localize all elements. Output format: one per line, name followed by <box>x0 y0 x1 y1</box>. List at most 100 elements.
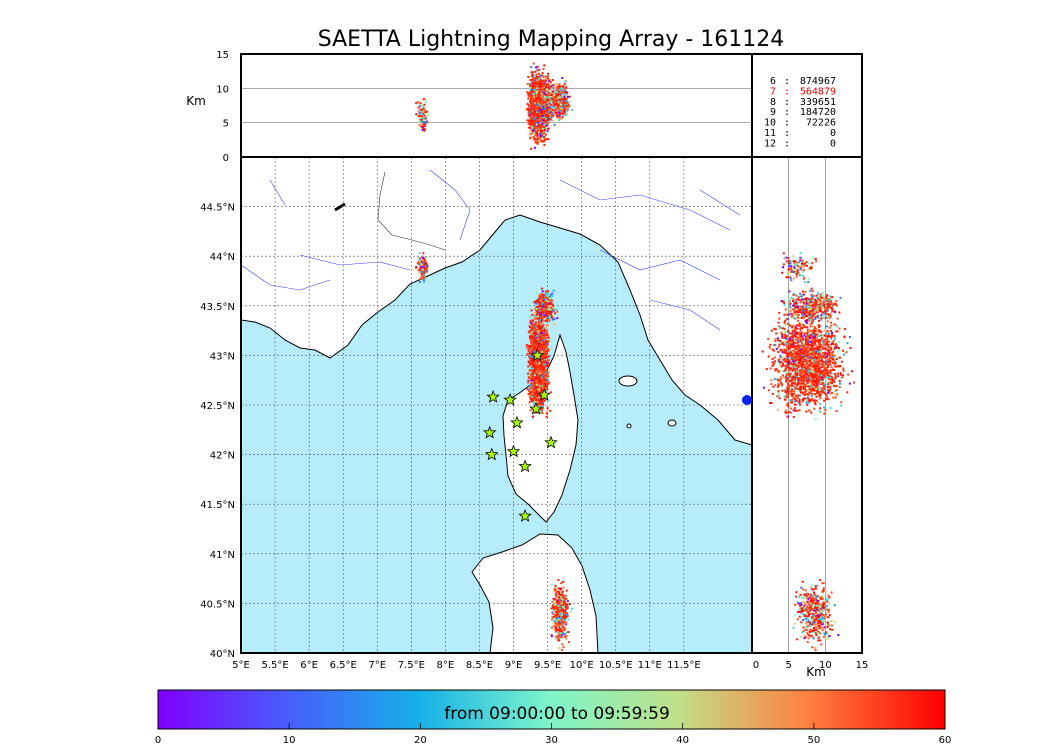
source-point <box>562 622 565 625</box>
source-point-altitude-top <box>534 87 537 90</box>
source-point <box>540 341 543 344</box>
source-point <box>543 363 546 366</box>
source-point-altitude-top <box>421 128 424 131</box>
source-point <box>538 388 541 391</box>
source-point <box>558 607 561 610</box>
source-point <box>532 332 534 334</box>
source-point-altitude-top <box>540 76 543 79</box>
source-point-altitude-top <box>548 87 551 90</box>
source-point-altitude-top <box>419 119 422 122</box>
source-point <box>530 379 533 382</box>
source-point <box>560 623 563 626</box>
source-point <box>418 262 421 265</box>
source-point-altitude-top <box>420 109 423 112</box>
source-point <box>539 295 542 298</box>
source-point-altitude-top <box>532 80 535 83</box>
source-point <box>550 306 553 309</box>
source-point-altitude-top <box>530 101 533 103</box>
source-point <box>564 604 567 607</box>
source-point-altitude-top <box>546 82 549 85</box>
source-point <box>535 307 538 310</box>
source-point <box>534 321 537 324</box>
source-point-altitude-top <box>542 129 545 132</box>
source-point <box>538 327 541 330</box>
source-point-altitude-top <box>538 91 541 94</box>
source-point-altitude-top <box>546 124 549 127</box>
source-point-altitude-top <box>538 137 541 140</box>
source-point <box>417 256 420 259</box>
source-point-altitude-top <box>543 64 546 67</box>
source-point <box>536 386 539 389</box>
source-point-altitude-top <box>537 72 540 75</box>
source-point-altitude-top <box>531 105 534 108</box>
source-point-altitude-top <box>541 88 543 91</box>
source-point <box>546 290 549 293</box>
source-point <box>554 617 557 620</box>
source-point <box>543 354 546 357</box>
source-point <box>559 632 562 635</box>
source-point-altitude-top <box>537 102 540 105</box>
source-point <box>530 373 533 376</box>
source-point <box>546 369 549 372</box>
source-point-altitude-top <box>527 104 530 107</box>
source-point <box>527 377 530 380</box>
source-point-altitude-top <box>543 101 546 104</box>
source-point-altitude-top <box>544 128 546 131</box>
source-point <box>542 345 544 348</box>
source-point-altitude-top <box>529 79 532 81</box>
source-point <box>536 388 539 391</box>
source-point <box>547 336 550 339</box>
source-point <box>547 304 550 307</box>
source-point-altitude-top <box>542 99 545 102</box>
source-point-altitude-top <box>423 103 426 106</box>
source-point-altitude-top <box>543 90 546 93</box>
source-point-altitude-top <box>539 130 542 133</box>
source-point <box>540 335 543 338</box>
source-point <box>539 313 542 316</box>
source-point <box>564 623 567 626</box>
source-point-altitude-top <box>418 110 421 113</box>
source-point <box>542 327 545 330</box>
source-point <box>542 378 545 381</box>
source-point-altitude-top <box>545 120 548 123</box>
source-point <box>540 299 543 302</box>
source-point-altitude-top <box>537 125 540 128</box>
source-point <box>541 411 544 414</box>
source-point-altitude-top <box>547 103 550 105</box>
source-point-altitude-top <box>533 99 536 102</box>
source-point-altitude-top <box>532 82 535 85</box>
source-point <box>528 352 531 355</box>
source-point-altitude-top <box>539 122 542 125</box>
source-point <box>545 307 548 310</box>
source-point <box>551 611 554 614</box>
source-point <box>418 271 421 274</box>
source-point <box>558 624 561 627</box>
source-point <box>549 310 552 313</box>
source-point <box>557 639 560 642</box>
source-point <box>543 347 546 350</box>
source-point <box>559 605 561 608</box>
source-point <box>530 385 533 388</box>
source-point <box>562 605 564 608</box>
source-point <box>543 372 546 375</box>
source-point <box>541 386 544 389</box>
source-point-altitude-top <box>549 104 552 107</box>
source-point <box>552 627 555 630</box>
source-point <box>564 609 567 612</box>
source-point <box>556 603 558 606</box>
source-point-altitude-top <box>535 66 537 69</box>
source-point <box>545 326 548 329</box>
source-point <box>536 292 538 295</box>
source-point <box>541 409 543 412</box>
source-point <box>542 325 545 328</box>
source-point-altitude-top <box>543 140 546 143</box>
source-point <box>565 637 568 640</box>
source-point <box>543 305 546 308</box>
source-point-altitude-top <box>543 136 545 139</box>
source-point <box>554 585 557 588</box>
source-point-altitude-top <box>537 123 540 125</box>
source-point-altitude-top <box>535 76 538 79</box>
source-point-altitude-top <box>540 107 543 110</box>
source-point <box>530 309 533 312</box>
source-point <box>532 399 535 402</box>
